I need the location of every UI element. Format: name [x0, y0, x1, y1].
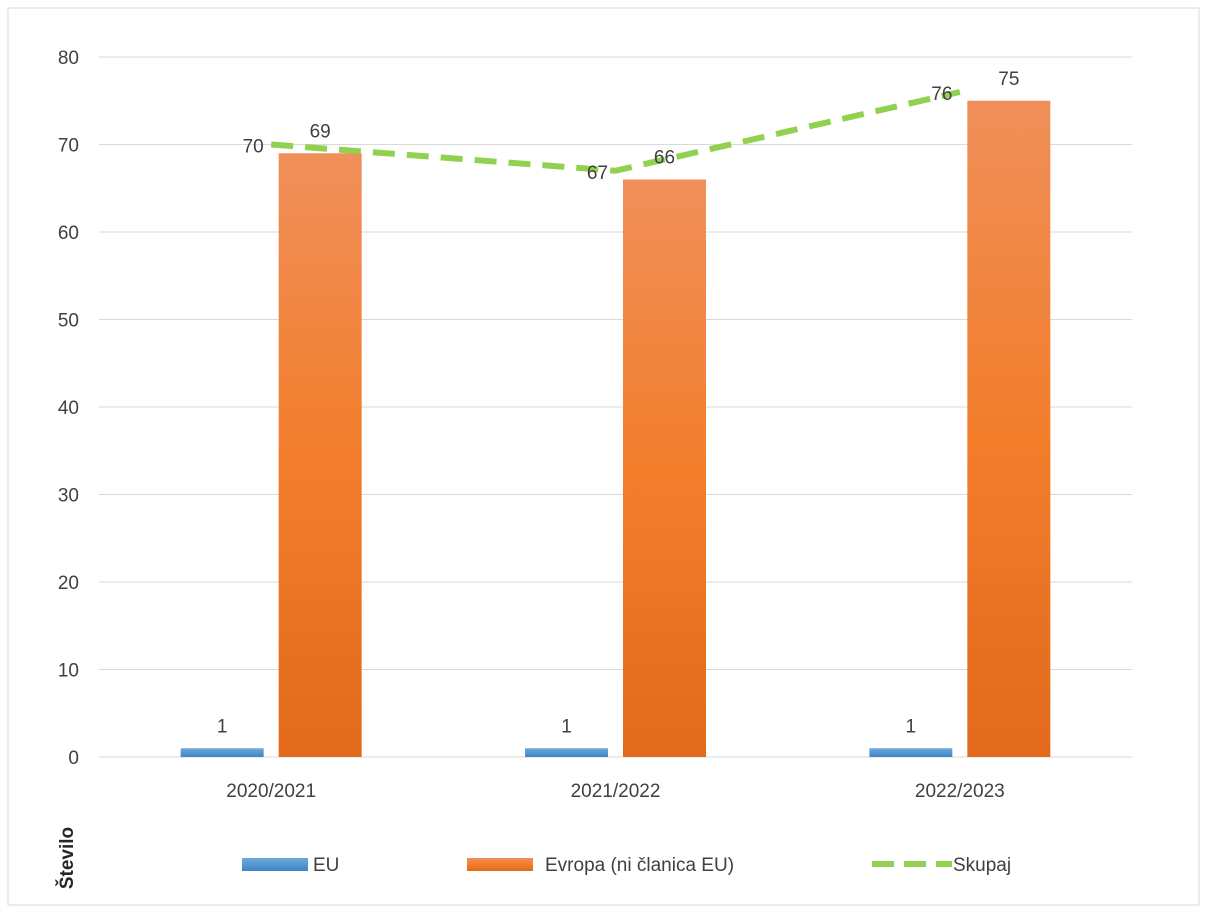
series-line-2 [270, 89, 961, 174]
x-tick-label-2: 2022/2023 [915, 781, 1005, 802]
axes: 0 10 20 30 40 50 60 70 80 2020/2021 2021/2022 2022/… [58, 48, 1132, 802]
line-label-2-2: 76 [931, 84, 952, 105]
legend-label-1: Evropa (ni članica EU) [545, 855, 734, 876]
y-tick-label-50: 50 [58, 311, 79, 332]
y-tick-label-80: 80 [58, 48, 79, 69]
legend-swatch-0 [242, 858, 308, 871]
bar-label-0-1: 1 [561, 716, 572, 737]
y-tick-label-0: 0 [68, 748, 79, 769]
y-tick-label-40: 40 [58, 398, 79, 419]
bar-label-1-2: 75 [998, 69, 1019, 90]
bar-0-1 [525, 748, 608, 757]
bar-label-0-2: 1 [906, 716, 917, 737]
legend: EU Evropa (ni članica EU) Skupaj [242, 855, 1011, 876]
data-labels: 1 1 1 69 66 75 70 67 76 [217, 69, 1020, 738]
bar-1-2 [967, 100, 1051, 757]
legend-label-2: Skupaj [953, 855, 1011, 876]
x-tick-label-0: 2020/2021 [226, 781, 316, 802]
y-tick-label-70: 70 [58, 136, 79, 157]
bar-0-2 [869, 748, 953, 757]
bar-1-0 [278, 153, 362, 757]
y-tick-label-30: 30 [58, 486, 79, 507]
bar-label-0-0: 1 [217, 716, 228, 737]
bars [180, 100, 1051, 757]
x-tick-label-1: 2021/2022 [571, 781, 661, 802]
legend-label-0: EU [313, 855, 339, 876]
y-tick-label-10: 10 [58, 661, 79, 682]
legend-swatch-1 [467, 858, 533, 871]
series-lines [270, 89, 961, 174]
line-label-2-0: 70 [243, 137, 264, 158]
y-tick-label-60: 60 [58, 223, 79, 244]
bar-label-1-1: 66 [654, 148, 675, 169]
bar-label-1-0: 69 [310, 121, 331, 142]
y-axis-title: Število [56, 827, 78, 889]
y-tick-label-20: 20 [58, 573, 79, 594]
bar-0-0 [180, 748, 264, 757]
line-label-2-1: 67 [587, 163, 608, 184]
bar-1-1 [623, 179, 706, 757]
